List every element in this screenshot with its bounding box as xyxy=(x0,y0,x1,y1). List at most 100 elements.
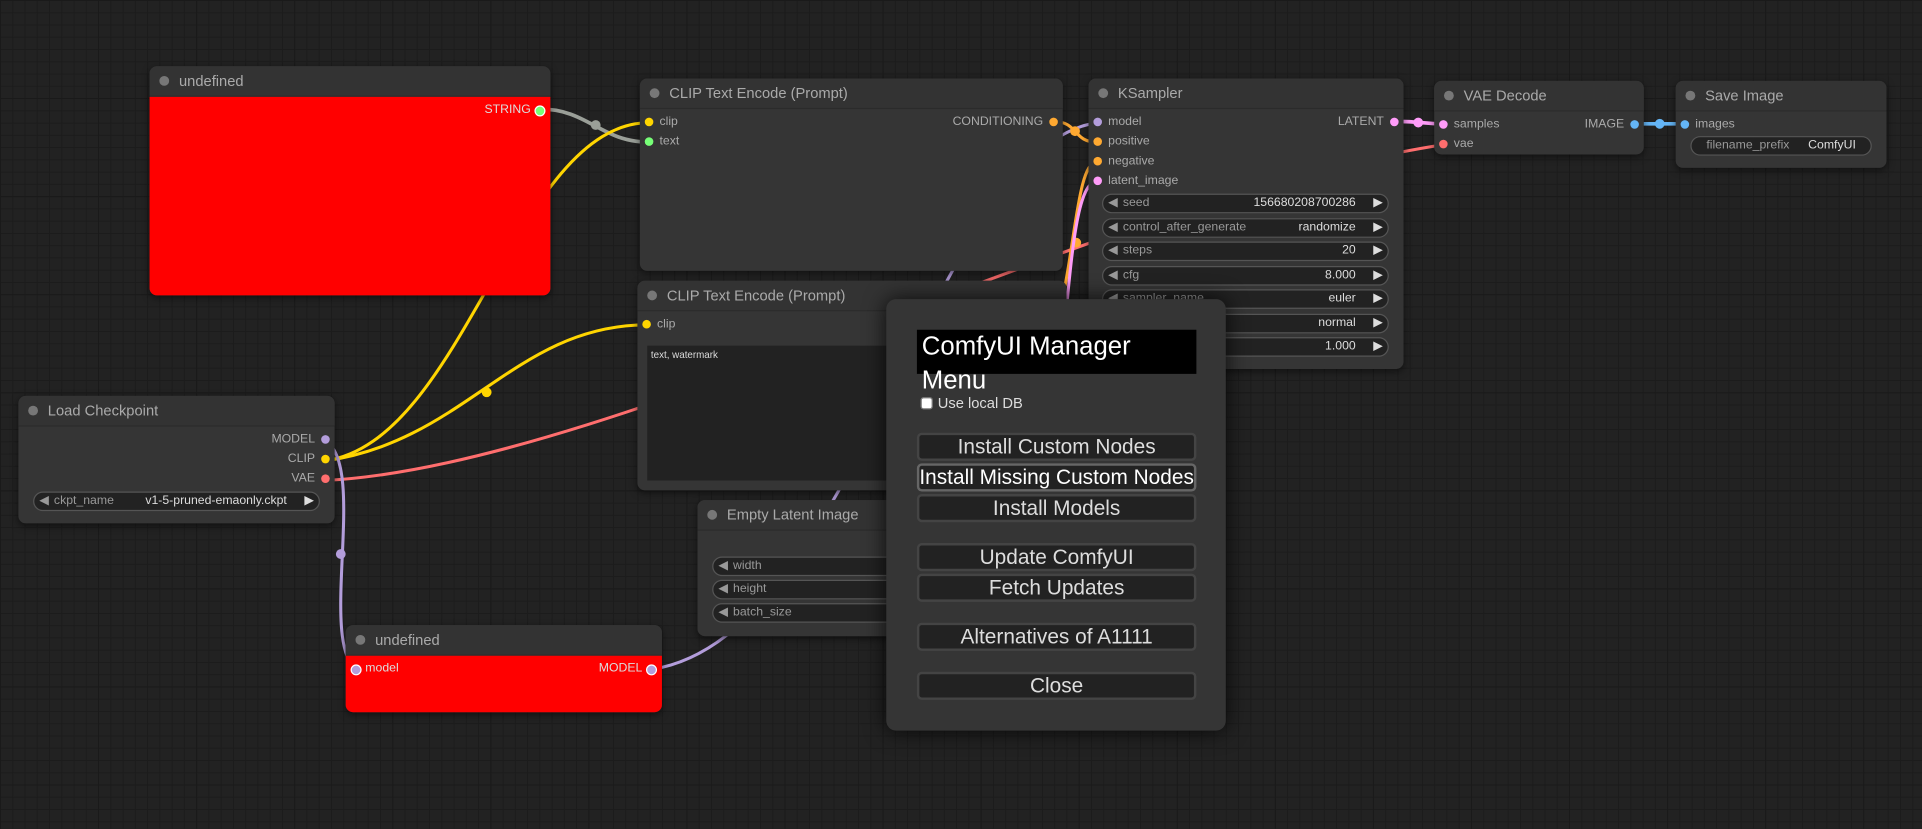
decrement-arrow-icon[interactable]: ◀ xyxy=(39,493,49,508)
increment-arrow-icon[interactable]: ▶ xyxy=(1373,268,1383,282)
slot-dot-icon[interactable] xyxy=(321,435,330,444)
decrement-arrow-icon[interactable]: ◀ xyxy=(718,605,728,620)
input-latent-image[interactable]: latent_image xyxy=(1089,173,1178,190)
collapse-dot-icon[interactable] xyxy=(1098,88,1109,99)
collapse-dot-icon[interactable] xyxy=(1685,90,1696,101)
collapse-dot-icon[interactable] xyxy=(649,88,660,99)
slot-dot-icon[interactable] xyxy=(1093,176,1102,186)
collapse-dot-icon[interactable] xyxy=(355,634,366,645)
input-negative[interactable]: negative xyxy=(1089,153,1154,170)
decrement-arrow-icon[interactable]: ◀ xyxy=(1108,291,1117,308)
decrement-arrow-icon[interactable]: ◀ xyxy=(1108,196,1118,210)
input-images[interactable]: images xyxy=(1676,116,1735,133)
fetch-updates-button[interactable]: Fetch Updates xyxy=(916,573,1197,602)
output-clip[interactable]: CLIP xyxy=(288,451,335,468)
node-title: Save Image xyxy=(1705,87,1784,105)
widget-steps[interactable]: ◀ steps 20 ▶ xyxy=(1101,241,1389,262)
slot-dot-icon[interactable] xyxy=(1093,156,1102,166)
increment-arrow-icon[interactable]: ▶ xyxy=(1373,316,1383,330)
slot-dot-icon[interactable] xyxy=(644,117,654,127)
link-midpoint xyxy=(590,120,601,130)
dialog-title: ComfyUI Manager Menu xyxy=(916,329,1197,395)
slot-dot-icon[interactable] xyxy=(1439,120,1448,129)
increment-arrow-icon[interactable]: ▶ xyxy=(1373,220,1383,235)
node-clip-text-encode-1[interactable]: CLIP Text Encode (Prompt) clip text COND… xyxy=(639,78,1063,271)
slot-dot-icon[interactable] xyxy=(1680,120,1690,129)
node-title: Empty Latent Image xyxy=(726,506,859,524)
install-missing-custom-nodes-button[interactable]: Install Missing Custom Nodes xyxy=(916,463,1197,492)
error-body xyxy=(345,655,662,713)
output-model[interactable]: MODEL xyxy=(599,661,662,678)
slot-dot-icon[interactable] xyxy=(1439,139,1448,149)
output-model[interactable]: MODEL xyxy=(271,431,334,448)
checkbox[interactable] xyxy=(920,397,933,410)
increment-arrow-icon[interactable]: ▶ xyxy=(304,493,314,508)
slot-dot-icon[interactable] xyxy=(321,474,330,483)
output-image[interactable]: IMAGE xyxy=(1585,116,1644,133)
slot-dot-icon[interactable] xyxy=(1390,117,1399,127)
close-button[interactable]: Close xyxy=(916,671,1197,700)
output-conditioning[interactable]: CONDITIONING xyxy=(953,114,1063,131)
collapse-dot-icon[interactable] xyxy=(28,405,38,416)
input-text[interactable]: text xyxy=(640,134,679,151)
node-title: CLIP Text Encode (Prompt) xyxy=(666,286,846,304)
node-title: undefined xyxy=(178,72,244,90)
input-vae[interactable]: vae xyxy=(1434,136,1474,153)
slot-dot-icon[interactable] xyxy=(1093,117,1102,127)
node-undefined-model[interactable]: undefined model MODEL xyxy=(345,625,662,713)
output-latent[interactable]: LATENT xyxy=(1338,114,1404,131)
link-clip-2 xyxy=(324,323,648,463)
decrement-arrow-icon[interactable]: ◀ xyxy=(1108,243,1118,258)
slot-dot-icon[interactable] xyxy=(1049,117,1058,127)
decrement-arrow-icon[interactable]: ◀ xyxy=(718,558,728,573)
slot-dot-icon[interactable] xyxy=(534,105,546,117)
node-vae-decode[interactable]: VAE Decode samples vae IMAGE xyxy=(1434,80,1644,155)
widget-cfg[interactable]: ◀ cfg 8.000 ▶ xyxy=(1101,265,1389,286)
input-clip[interactable]: clip xyxy=(640,114,678,131)
widget-filename-prefix[interactable]: filename_prefix ComfyUI xyxy=(1690,136,1872,156)
slot-dot-icon[interactable] xyxy=(644,137,654,146)
collapse-dot-icon[interactable] xyxy=(159,75,170,86)
output-vae[interactable]: VAE xyxy=(291,471,334,488)
node-load-checkpoint[interactable]: Load Checkpoint MODEL CLIP VAE ◀ ckpt_nam… xyxy=(18,395,335,524)
slot-dot-icon[interactable] xyxy=(350,664,362,676)
decrement-arrow-icon[interactable]: ◀ xyxy=(1108,220,1118,235)
slot-dot-icon[interactable] xyxy=(1093,137,1102,146)
increment-arrow-icon[interactable]: ▶ xyxy=(1373,291,1383,306)
slot-dot-icon[interactable] xyxy=(642,319,651,329)
slot-dot-icon[interactable] xyxy=(645,664,658,676)
node-title: KSampler xyxy=(1117,84,1183,102)
use-local-db-checkbox[interactable]: Use local DB xyxy=(920,395,1023,412)
input-model[interactable]: model xyxy=(346,661,399,678)
increment-arrow-icon[interactable]: ▶ xyxy=(1373,339,1383,354)
alternatives-a1111-button[interactable]: Alternatives of A1111 xyxy=(916,622,1197,651)
slot-dot-icon[interactable] xyxy=(321,454,330,464)
increment-arrow-icon[interactable]: ▶ xyxy=(1373,243,1383,258)
install-models-button[interactable]: Install Models xyxy=(916,493,1197,523)
collapse-dot-icon[interactable] xyxy=(1443,90,1454,101)
link-midpoint xyxy=(335,549,346,559)
widget-seed[interactable]: ◀ seed 156680208700286 ▶ xyxy=(1101,193,1389,214)
input-positive[interactable]: positive xyxy=(1089,134,1150,151)
link-midpoint xyxy=(481,387,492,398)
collapse-dot-icon[interactable] xyxy=(647,290,658,301)
node-undefined-string[interactable]: undefined STRING xyxy=(149,66,551,296)
node-title: undefined xyxy=(375,631,440,649)
decrement-arrow-icon[interactable]: ◀ xyxy=(1108,268,1118,282)
decrement-arrow-icon[interactable]: ◀ xyxy=(718,582,728,596)
node-save-image[interactable]: Save Image images filename_prefix ComfyUI xyxy=(1675,80,1887,168)
input-samples[interactable]: samples xyxy=(1434,116,1499,133)
update-comfyui-button[interactable]: Update ComfyUI xyxy=(916,543,1197,572)
input-clip[interactable]: clip xyxy=(637,316,675,333)
widget-control-after-generate[interactable]: ◀ control_after_generate randomize ▶ xyxy=(1101,218,1389,238)
collapse-dot-icon[interactable] xyxy=(707,509,718,520)
widget-ckpt-name[interactable]: ◀ ckpt_name v1-5-pruned-emaonly.ckpt ▶ xyxy=(33,491,320,512)
install-custom-nodes-button[interactable]: Install Custom Nodes xyxy=(916,432,1197,461)
input-model[interactable]: model xyxy=(1089,114,1142,131)
increment-arrow-icon[interactable]: ▶ xyxy=(1373,196,1383,210)
output-string[interactable]: STRING xyxy=(484,102,550,119)
node-title: VAE Decode xyxy=(1463,87,1547,105)
error-body xyxy=(149,96,551,296)
slot-dot-icon[interactable] xyxy=(1630,120,1639,129)
